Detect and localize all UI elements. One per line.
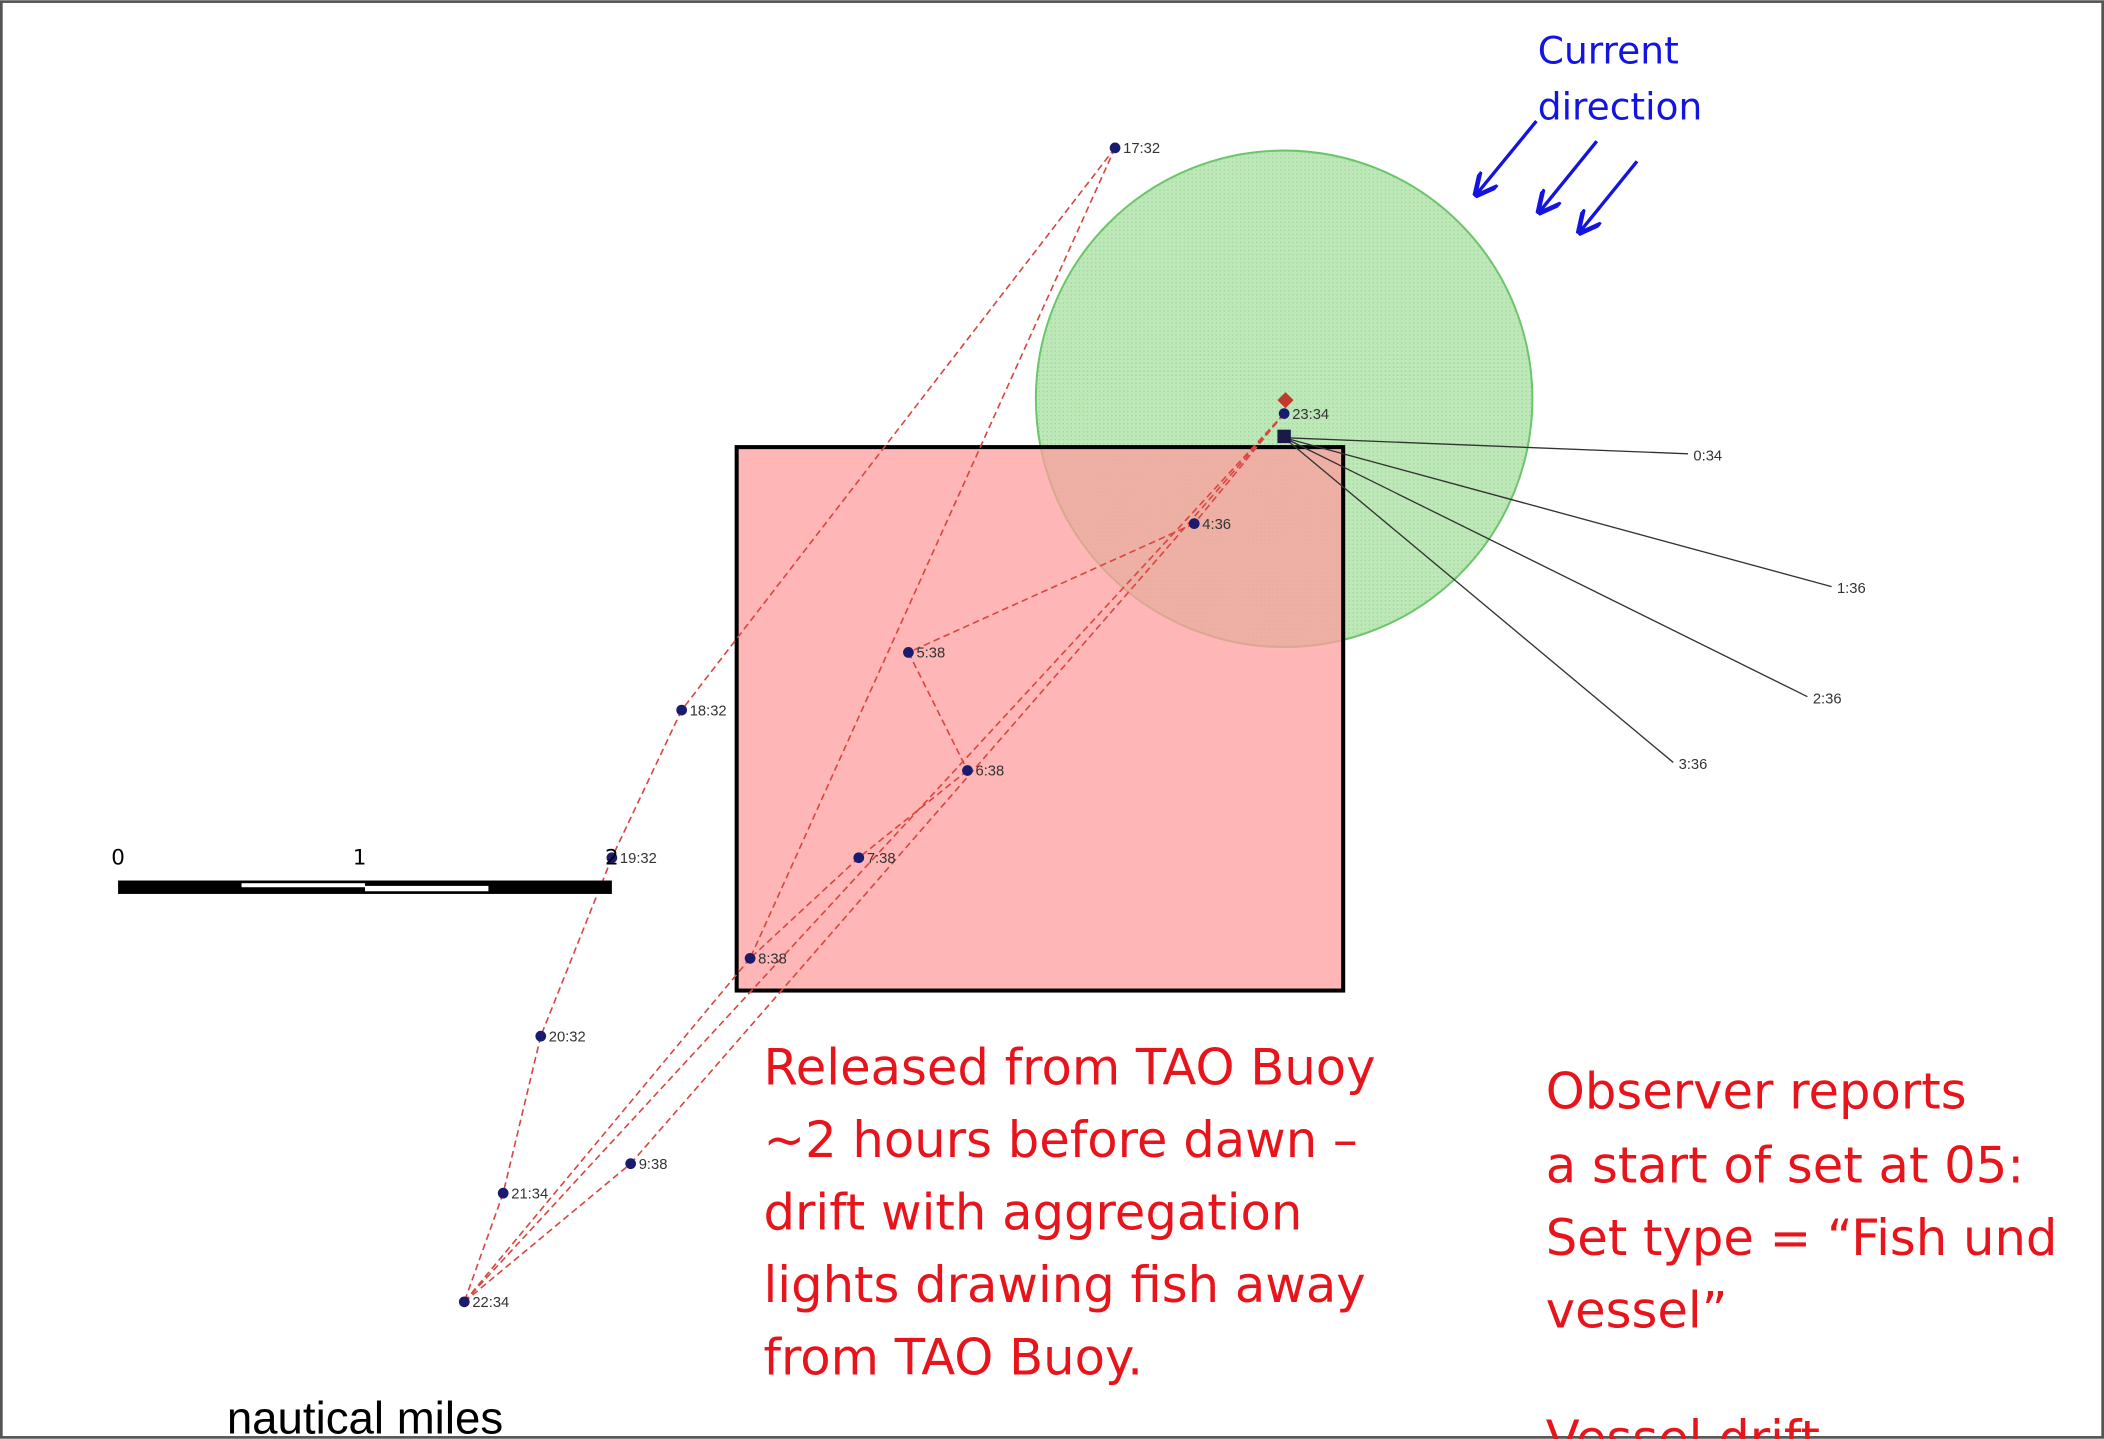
drift-track: [502, 1035, 542, 1194]
track-label: 18:32: [690, 703, 727, 719]
scale-tick: 2: [605, 845, 619, 870]
vessel-label: 2:36: [1813, 691, 1842, 707]
annotation: Observer reports: [1546, 1063, 1967, 1121]
vessel-track: [1283, 437, 1674, 763]
vessel-label: 3:36: [1679, 757, 1708, 773]
annotation: Vessel drift: [1546, 1410, 1820, 1439]
scale-tick: 1: [353, 845, 367, 870]
track-label: 23:34: [1292, 407, 1329, 423]
current-label: Current: [1538, 28, 1679, 72]
track-label: 21:34: [511, 1186, 548, 1202]
annotation: from TAO Buoy.: [764, 1328, 1144, 1386]
track-point: [458, 1296, 470, 1308]
drift-track: [908, 522, 1195, 654]
vessel-label: 1:36: [1837, 581, 1866, 597]
vessel-label: 0:34: [1693, 448, 1722, 464]
track-label: 4:36: [1202, 517, 1231, 533]
scale-tick: 0: [111, 845, 125, 870]
track-point: [1109, 142, 1121, 154]
track-point: [1278, 408, 1290, 419]
current-label: direction: [1538, 85, 1703, 129]
annotation: ~2 hours before dawn –: [764, 1111, 1358, 1169]
drift-track: [907, 652, 969, 771]
annotation: a start of set at 05:: [1546, 1136, 2024, 1194]
drift-track: [463, 413, 1285, 1303]
track-point: [676, 704, 688, 716]
vessel-track: [1283, 437, 1808, 698]
track-point: [962, 765, 973, 776]
track-point: [903, 647, 914, 658]
track-label: 5:38: [916, 646, 945, 662]
vessel-track: [1284, 437, 1689, 455]
scale-unit: nautical miles: [227, 1392, 503, 1439]
drift-track: [858, 769, 968, 859]
vessel-track: [1283, 437, 1832, 588]
track-label: 6:38: [976, 764, 1005, 780]
set-area: [734, 445, 1346, 993]
current-arrow: [1539, 140, 1599, 212]
track-point: [497, 1187, 509, 1199]
track-label: 7:38: [867, 851, 896, 867]
buoy-marker: [1277, 392, 1294, 409]
drift-track: [611, 709, 683, 859]
track-point: [1188, 518, 1200, 529]
track-label: 20:32: [549, 1029, 586, 1045]
vessel-marker: [1277, 429, 1291, 444]
track-label: 19:32: [620, 851, 657, 867]
track-label: 9:38: [639, 1157, 668, 1173]
drift-track: [681, 147, 1116, 711]
scale-bar: [118, 880, 612, 894]
track-label: 8:38: [758, 952, 787, 968]
annotation: Set type = “Fish und: [1546, 1209, 2058, 1267]
drift-track: [630, 413, 1285, 1165]
track-point: [535, 1030, 547, 1042]
track-point: [606, 852, 618, 864]
annotation: vessel”: [1546, 1281, 1728, 1339]
drift-track: [463, 1163, 632, 1303]
drift-track: [463, 1192, 504, 1303]
track-point: [744, 952, 756, 964]
drift-track: [749, 147, 1116, 959]
drift-track: [749, 857, 860, 959]
track-point: [625, 1158, 637, 1170]
track-label: 17:32: [1123, 141, 1160, 157]
annotation: drift with aggregation: [764, 1183, 1303, 1241]
annotation: lights drawing fish away: [764, 1256, 1366, 1314]
current-arrow: [1476, 119, 1538, 195]
annotation: Released from TAO Buoy: [764, 1038, 1376, 1096]
current-arrow: [1579, 160, 1639, 232]
track-label: 22:34: [472, 1295, 509, 1311]
track-point: [853, 852, 865, 864]
